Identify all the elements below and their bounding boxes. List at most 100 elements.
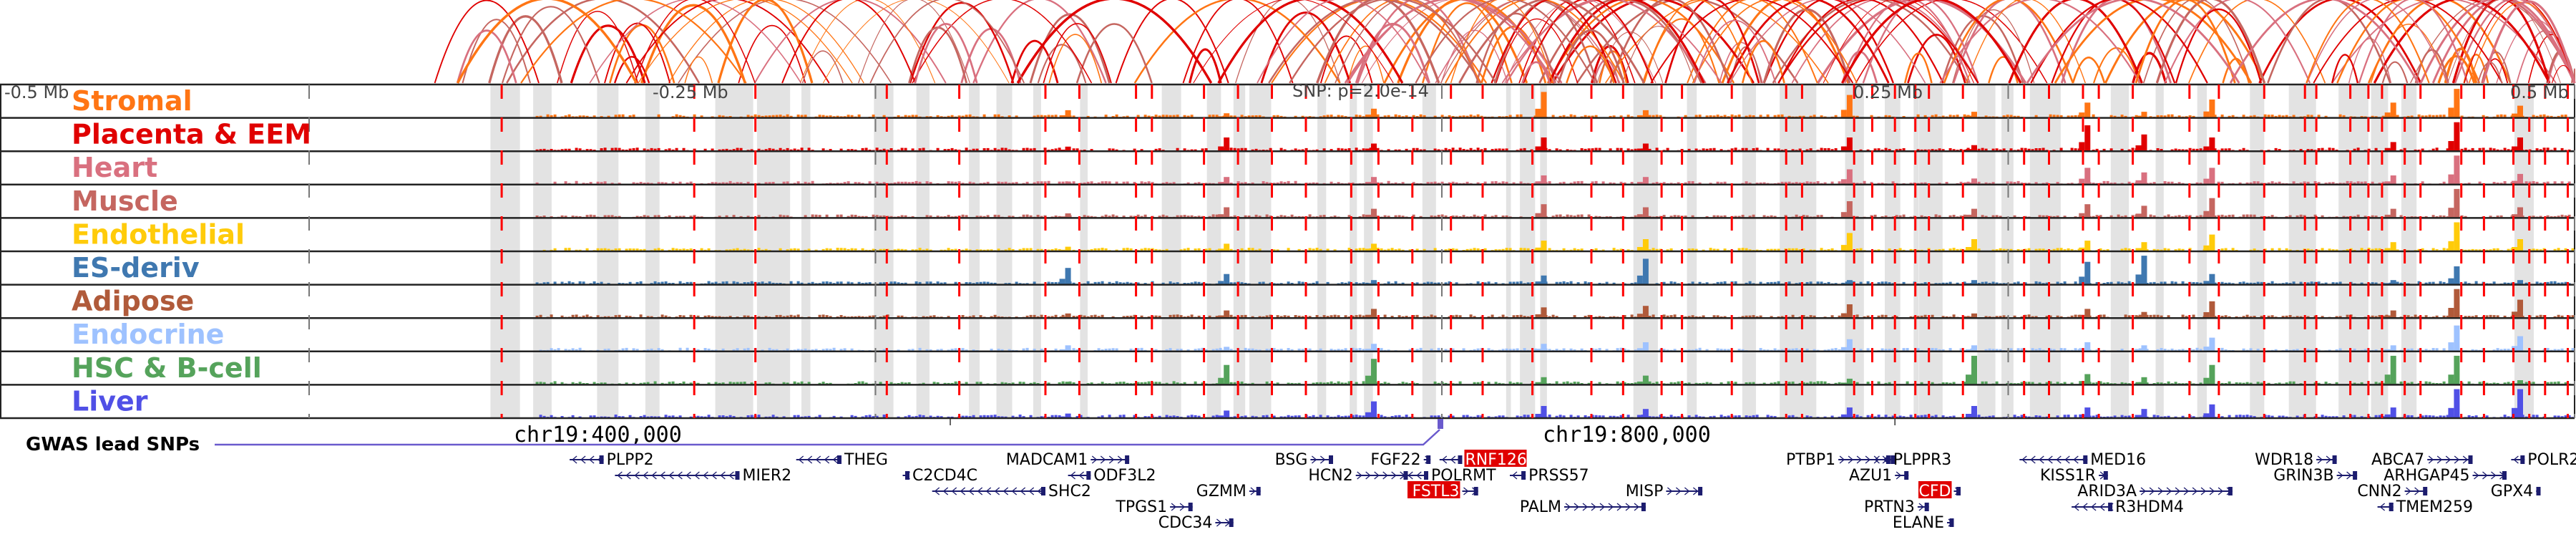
gene-highlight [1464,450,1527,467]
gene-madcam1[interactable]: MADCAM1 [1006,451,1130,469]
signal-peak-shoulder [2135,274,2142,285]
gwas-track-label: GWAS lead SNPs [26,434,200,455]
gene-tmem259[interactable]: TMEM259 [2377,498,2473,516]
signal-peak-shoulder [2203,146,2210,152]
signal-peak-shoulder [1966,149,1971,152]
signal-peak [2390,142,2396,152]
signal-peak-shoulder [1966,115,1971,118]
gene-gzmm[interactable]: GZMM [1196,483,1261,500]
strand-arrow-icon [1250,487,1256,495]
signal-peak-shoulder [2203,245,2210,251]
signal-peak-shoulder [2384,374,2391,385]
signal-peak-shoulder [2079,142,2085,152]
gene-plpp2[interactable]: PLPP2 [570,451,654,469]
signal-peak [2454,289,2460,319]
gene-wdr18[interactable]: WDR18 [2255,451,2337,469]
signal-peak [1065,213,1071,218]
gene-exon [1458,455,1463,464]
gene-shc2[interactable]: SHC2 [932,483,1091,500]
gene-arid3a[interactable]: ARID3A [2077,483,2233,500]
strand-arrow-icon [1117,455,1123,464]
strand-arrow-icon [1416,471,1422,480]
gene-mier2[interactable]: MIER2 [615,467,791,485]
signal-peak [1224,310,1230,319]
gene-cdc34[interactable]: CDC34 [1158,514,1234,532]
strand-arrow-icon [694,471,700,480]
signal-peak-shoulder [1365,349,1371,352]
gene-plppr3[interactable]: PLPPR3 [1872,451,1952,469]
strand-arrow-icon [1078,471,1085,480]
gene-exon [2468,455,2473,464]
signal-peak [2517,207,2523,218]
interaction-arc [2451,0,2551,84]
gene-exon [837,455,841,464]
chromatin-interaction-arcs [434,0,2576,84]
gene-bsg[interactable]: BSG [1275,451,1333,469]
strand-arrow-icon [2091,503,2097,511]
signal-peak-shoulder [2512,407,2517,418]
gene-polr2e[interactable]: POLR2E [2511,451,2576,469]
track-label: Adipose [72,286,194,317]
gene-cfd[interactable]: CFD [1918,481,1961,500]
strand-arrow-icon [2157,487,2164,495]
gene-exon [1125,455,1130,464]
signal-peak [1371,177,1377,185]
signal-peak [1065,345,1071,352]
signal-peak-shoulder [1365,314,1371,319]
gene-cnn2[interactable]: CNN2 [2357,483,2428,500]
interaction-arc [2313,0,2503,84]
gene-ptbp1[interactable]: PTBP1 [1786,451,1896,469]
interaction-arc [1546,0,1735,84]
interaction-arc [501,6,600,84]
gene-fstl3[interactable]: FSTL3 [1407,481,1478,500]
gene-gpx4[interactable]: GPX4 [2491,483,2541,500]
gene-abca7[interactable]: ABCA7 [2371,451,2473,469]
gene-theg[interactable]: THEG [796,451,888,469]
interaction-arc [2104,0,2266,84]
signal-peak [2141,256,2147,285]
gene-prss57[interactable]: PRSS57 [1510,467,1589,485]
signal-peak-shoulder [1966,214,1971,218]
signal-peak-shoulder [2512,180,2517,185]
signal-peak-shoulder [1966,247,1971,251]
gene-tpgs1[interactable]: TPGS1 [1115,498,1193,516]
gene-arhgap45[interactable]: ARHGAP45 [2384,467,2507,485]
gene-exon [2536,487,2541,495]
signal-peak-shoulder [2203,347,2210,352]
strand-arrow-icon [1365,471,1371,480]
gene-elane[interactable]: ELANE [1893,514,1954,532]
gene-exon [2389,503,2394,511]
gwas-connector [215,429,1440,446]
signal-peak-shoulder [1636,115,1643,118]
interaction-arc [1862,0,1979,84]
gene-palm[interactable]: PALM [1520,498,1646,516]
interaction-arc [972,0,1107,84]
gene-prtn3[interactable]: PRTN3 [1864,498,1929,516]
strand-arrow-icon [2379,503,2386,511]
interaction-arc [1346,0,1556,84]
track-label: Liver [72,385,148,417]
gene-kiss1r[interactable]: KISS1R [2040,467,2108,485]
gene-med16[interactable]: MED16 [2019,451,2146,469]
gene-c2cd4c[interactable]: C2CD4C [902,467,978,485]
gene-r3hdm4[interactable]: R3HDM4 [2072,498,2184,516]
interaction-arc [1016,0,1213,84]
gene-label: ODF3L2 [1093,467,1156,485]
gene-misp[interactable]: MISP [1626,483,1703,500]
gene-grin3b[interactable]: GRIN3B [2273,467,2358,485]
gene-label: THEG [844,451,888,469]
strand-arrow-icon [1667,487,1673,495]
gene-rnf126[interactable]: RNF126 [1439,450,1527,469]
signal-peak [2084,125,2091,152]
signal-peak [2209,337,2215,352]
gene-fgf22[interactable]: FGF22 [1370,451,1431,469]
signal-peak-shoulder [1535,281,1541,285]
signal-peak [2084,309,2091,319]
gene-odf3l2[interactable]: ODF3L2 [1068,467,1156,485]
gene-azu1[interactable]: AZU1 [1849,467,1909,485]
gwas-snp-marker [1438,419,1443,429]
gene-label: SHC2 [1048,483,1091,500]
signal-peak-shoulder [2448,241,2454,251]
signal-peak [1371,280,1377,285]
gene-hcn2[interactable]: HCN2 [1308,467,1408,485]
